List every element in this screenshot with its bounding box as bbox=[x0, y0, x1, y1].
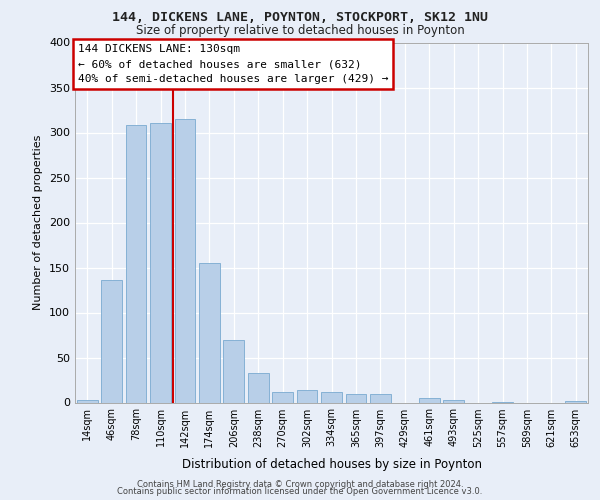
Bar bbox=[296, 390, 317, 402]
Text: Contains public sector information licensed under the Open Government Licence v3: Contains public sector information licen… bbox=[118, 488, 482, 496]
Bar bbox=[248, 373, 269, 402]
Bar bbox=[199, 263, 220, 402]
Bar bbox=[77, 400, 98, 402]
Bar bbox=[419, 398, 440, 402]
Bar bbox=[150, 122, 171, 402]
Bar bbox=[101, 280, 122, 402]
Bar bbox=[370, 394, 391, 402]
Bar bbox=[272, 392, 293, 402]
Text: 144 DICKENS LANE: 130sqm
← 60% of detached houses are smaller (632)
40% of semi-: 144 DICKENS LANE: 130sqm ← 60% of detach… bbox=[77, 44, 388, 84]
Bar bbox=[346, 394, 367, 402]
Bar bbox=[443, 400, 464, 402]
Bar bbox=[565, 400, 586, 402]
X-axis label: Distribution of detached houses by size in Poynton: Distribution of detached houses by size … bbox=[182, 458, 482, 471]
Bar bbox=[175, 119, 196, 403]
Text: Size of property relative to detached houses in Poynton: Size of property relative to detached ho… bbox=[136, 24, 464, 37]
Bar bbox=[223, 340, 244, 402]
Text: 144, DICKENS LANE, POYNTON, STOCKPORT, SK12 1NU: 144, DICKENS LANE, POYNTON, STOCKPORT, S… bbox=[112, 11, 488, 24]
Bar bbox=[125, 126, 146, 402]
Text: Contains HM Land Registry data © Crown copyright and database right 2024.: Contains HM Land Registry data © Crown c… bbox=[137, 480, 463, 489]
Bar bbox=[321, 392, 342, 402]
Y-axis label: Number of detached properties: Number of detached properties bbox=[34, 135, 43, 310]
